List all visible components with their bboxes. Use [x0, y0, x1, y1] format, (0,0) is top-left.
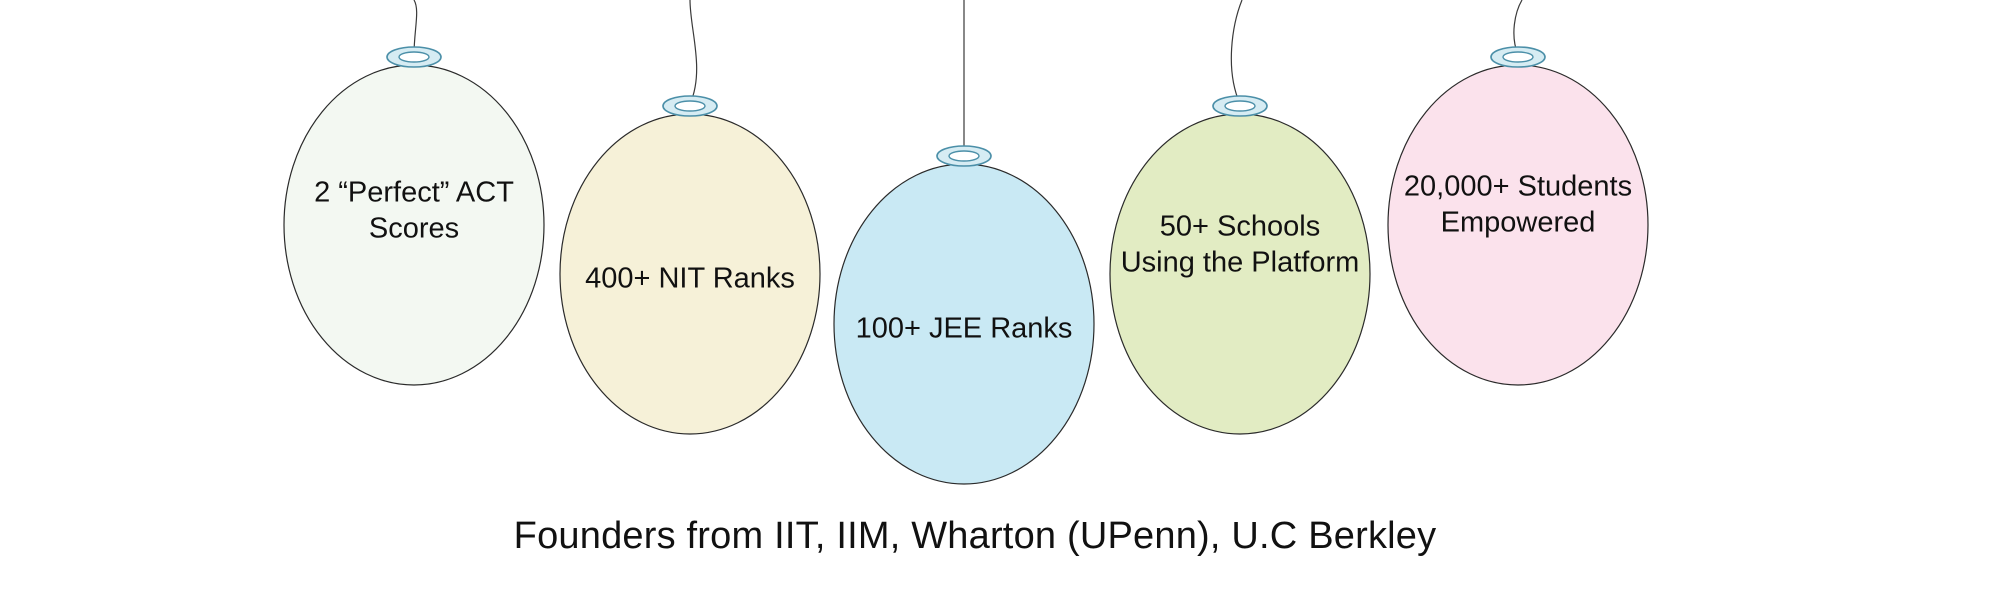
balloon-string	[1230, 0, 1243, 105]
balloon-label-line: 100+ JEE Ranks	[856, 313, 1073, 345]
balloon-knot-hole	[948, 150, 980, 162]
balloon-label-line: Scores	[369, 213, 459, 245]
balloon-2: 400+ NIT Ranks	[559, 0, 821, 435]
balloon-1: 2 “Perfect” ACT Scores	[283, 0, 545, 386]
balloon-label-line: 50+ Schools	[1160, 211, 1320, 243]
balloon-knot-hole	[1224, 100, 1256, 112]
balloon-label-line: Using the Platform	[1121, 247, 1360, 279]
balloon-knot-hole	[674, 100, 706, 112]
founders-caption: Founders from IIT, IIM, Wharton (UPenn),…	[513, 515, 1437, 557]
balloon-label-line: 2 “Perfect” ACT	[314, 177, 514, 209]
balloon-knot-hole	[1502, 51, 1534, 63]
balloon-knot-hole	[398, 51, 430, 63]
balloon-string	[689, 0, 698, 105]
balloon-3: 100+ JEE Ranks	[833, 0, 1095, 485]
balloon-5: 20,000+ Students Empowered	[1387, 0, 1649, 386]
balloon-label-line: 20,000+ Students	[1404, 171, 1632, 203]
balloon-label-line: Empowered	[1441, 207, 1596, 239]
balloon-4: 50+ Schools Using the Platform	[1109, 0, 1371, 435]
balloon-label-line: 400+ NIT Ranks	[585, 263, 795, 295]
